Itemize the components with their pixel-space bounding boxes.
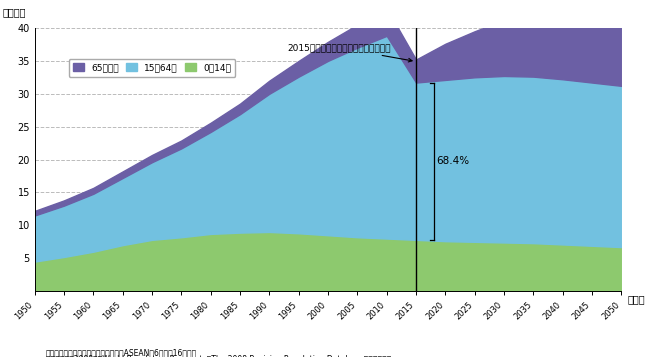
Text: 2015年に生産年齢人口比率はピークに: 2015年に生産年齢人口比率はピークに	[287, 43, 412, 62]
Text: 備考：本図における「アジア」は、「ASEAN＋6」の列16か国。: 備考：本図における「アジア」は、「ASEAN＋6」の列16か国。	[46, 348, 197, 357]
Text: 68.4%: 68.4%	[437, 156, 470, 166]
Legend: 65歳以上, 15－64歳, 0－14歳: 65歳以上, 15－64歳, 0－14歳	[68, 59, 235, 77]
Text: （年）: （年）	[628, 294, 645, 304]
Text: 資料：国連（2008）「World Population Prospects：The 2008 Revision Population Database」から作: 資料：国連（2008）「World Population Prospects：T…	[46, 355, 391, 357]
Text: （億人）: （億人）	[3, 7, 26, 17]
